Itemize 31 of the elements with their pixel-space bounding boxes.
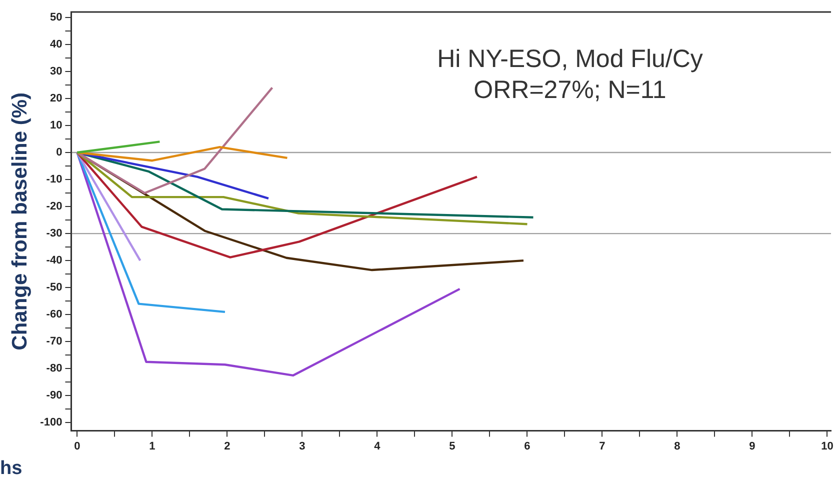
y-tick-label: 20 <box>50 92 62 104</box>
y-axis-title: Change from baseline (%) <box>8 92 32 350</box>
x-tick-label: 7 <box>599 440 606 452</box>
x-tick-label: 10 <box>821 440 834 452</box>
x-tick-label: 6 <box>524 440 530 452</box>
y-tick-label: -20 <box>46 200 62 213</box>
y-tick-label: -10 <box>46 174 62 186</box>
y-tick-label: -80 <box>46 362 62 375</box>
y-tick-label: -90 <box>46 390 62 402</box>
x-tick-label: 8 <box>674 440 680 452</box>
x-tick-label: 1 <box>149 440 156 452</box>
y-tick-label: 50 <box>50 11 62 24</box>
x-tick-label: 2 <box>224 440 230 452</box>
x-tick-label: 4 <box>374 440 382 452</box>
text: Hi NY-ESO, Mod Flu/Cy <box>436 44 704 75</box>
x-tick-label: 0 <box>74 440 80 452</box>
y-tick-label: -70 <box>46 336 62 348</box>
y-tick-label: 0 <box>56 146 62 159</box>
x-axis-title: hs <box>0 458 22 480</box>
text: ORR=27%; N=11 <box>472 75 668 106</box>
y-tick-label: -100 <box>40 416 62 429</box>
y-tick-label: -30 <box>46 228 62 240</box>
x-tick-label: 5 <box>449 440 456 452</box>
x-tick-label: 9 <box>749 440 756 452</box>
y-tick-label: 40 <box>50 38 62 50</box>
y-tick-label: 30 <box>50 65 62 78</box>
x-tick-label: 3 <box>299 440 306 452</box>
y-tick-label: -40 <box>46 254 62 267</box>
y-tick-label: -60 <box>46 308 62 321</box>
y-tick-label: -50 <box>46 282 62 294</box>
y-tick-label: 10 <box>50 120 62 132</box>
